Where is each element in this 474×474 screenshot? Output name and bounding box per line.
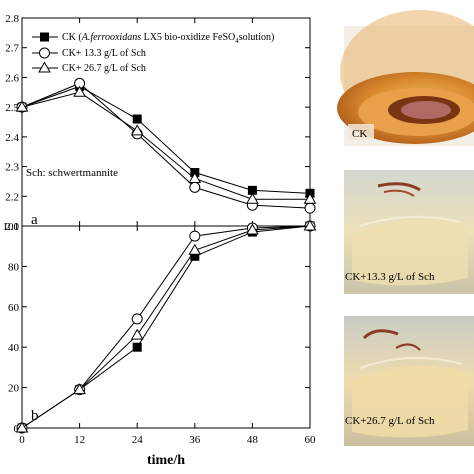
panel-a-series xyxy=(15,77,317,214)
data-point-triangle xyxy=(246,223,259,235)
legend-ck-part1: CK ( xyxy=(62,32,82,43)
data-point-square xyxy=(190,251,200,261)
legend-ck-subscript: 4 xyxy=(235,37,239,45)
data-point-triangle xyxy=(303,219,317,231)
panel-a-letter: a xyxy=(31,212,38,228)
panel-a-axes: 2.12.22.32.42.52.62.72.8 xyxy=(5,13,311,233)
y-tick-label-b: 20 xyxy=(8,383,20,395)
panel-b-letter: b xyxy=(31,408,39,424)
photo-13-label: CK+13.3 g/L of Sch xyxy=(345,271,435,283)
x-tick-label: 12 xyxy=(74,434,85,446)
legend-entry-26: CK+ 26.7 g/L of Sch xyxy=(32,61,146,74)
series-line-a-1 xyxy=(21,82,311,209)
legend-entry-13: CK+ 13.3 g/L of Sch xyxy=(32,47,146,59)
svg-text:CK (A.ferrooxidans LX5 bio-oxi: CK (A.ferrooxidans LX5 bio-oxidize FeSO4… xyxy=(62,32,274,45)
data-point-triangle xyxy=(15,421,29,433)
panel-b-axes: 0 20 40 60 80 100 0 12 24 36 48 60 xyxy=(3,221,317,446)
data-point-circle xyxy=(304,202,316,214)
data-point-triangle xyxy=(15,100,29,112)
y-tick-label-a: 2.4 xyxy=(5,132,19,144)
data-point-circle xyxy=(131,313,143,325)
y-tick-label-b: 80 xyxy=(8,261,20,273)
legend-triangle-marker xyxy=(38,61,51,73)
y-tick-label-b: 100 xyxy=(3,221,20,233)
y-tick-label-a: 2.1 xyxy=(5,221,19,233)
x-axis-title: time/h xyxy=(147,453,185,468)
legend-ck-part5: solution) xyxy=(239,32,275,43)
legend-entry-ck: CK (A.ferrooxidans LX5 bio-oxidize FeSO4… xyxy=(32,32,274,45)
data-point-square xyxy=(247,185,257,195)
data-point-triangle xyxy=(188,243,202,255)
panel-b-series xyxy=(15,219,317,434)
x-tick-label: 48 xyxy=(247,434,259,446)
legend-square-marker xyxy=(40,32,49,42)
photo-26-label: CK+26.7 g/L of Sch xyxy=(345,415,435,427)
schwertmannite-annotation: Sch: schwertmannite xyxy=(26,167,118,179)
data-point-triangle xyxy=(130,124,144,136)
photo-ck-label: CK xyxy=(352,128,367,140)
legend-26-label: CK+ 26.7 g/L of Sch xyxy=(62,63,146,74)
y-tick-label-a: 2.3 xyxy=(5,162,19,174)
panel-b-frame xyxy=(21,225,311,429)
photo-ck xyxy=(337,10,474,146)
x-tick-label: 60 xyxy=(305,434,317,446)
data-point-triangle xyxy=(73,383,86,395)
data-point-triangle xyxy=(188,171,202,183)
y-tick-label-b: 0 xyxy=(14,423,20,435)
legend-13-label: CK+ 13.3 g/L of Sch xyxy=(62,48,146,59)
y-tick-label-b: 60 xyxy=(8,302,20,314)
y-tick-label-b: 40 xyxy=(8,342,20,354)
data-point-square xyxy=(132,342,142,352)
series-line-a-0 xyxy=(21,85,311,194)
legend-ck-species: A.ferrooxidans xyxy=(81,32,141,43)
legend-ck-part3: LX5 bio-oxidize FeSO xyxy=(141,32,235,43)
data-point-triangle xyxy=(303,192,317,204)
x-tick-label: 24 xyxy=(132,434,144,446)
series-line-b-2 xyxy=(21,225,311,429)
x-tick-label: 36 xyxy=(189,434,201,446)
y-tick-label-a: 2.8 xyxy=(5,13,19,25)
data-point-circle xyxy=(189,230,201,242)
x-tick-label: 0 xyxy=(19,434,25,446)
data-point-triangle xyxy=(73,85,86,97)
photo-13 xyxy=(344,170,474,294)
data-point-triangle xyxy=(130,328,144,340)
series-line-b-1 xyxy=(21,225,311,429)
y-tick-label-a: 2.7 xyxy=(5,43,19,55)
series-line-a-2 xyxy=(21,91,310,200)
data-point-square xyxy=(132,114,142,124)
y-tick-label-a: 2.2 xyxy=(5,191,19,203)
legend: CK (A.ferrooxidans LX5 bio-oxidize FeSO4… xyxy=(32,32,274,74)
y-tick-label-a: 2.6 xyxy=(5,72,19,84)
legend-circle-marker xyxy=(39,47,50,59)
data-point-triangle xyxy=(246,192,259,204)
data-point-circle xyxy=(189,181,201,193)
series-line-b-0 xyxy=(21,225,311,429)
photo-26 xyxy=(344,316,474,446)
